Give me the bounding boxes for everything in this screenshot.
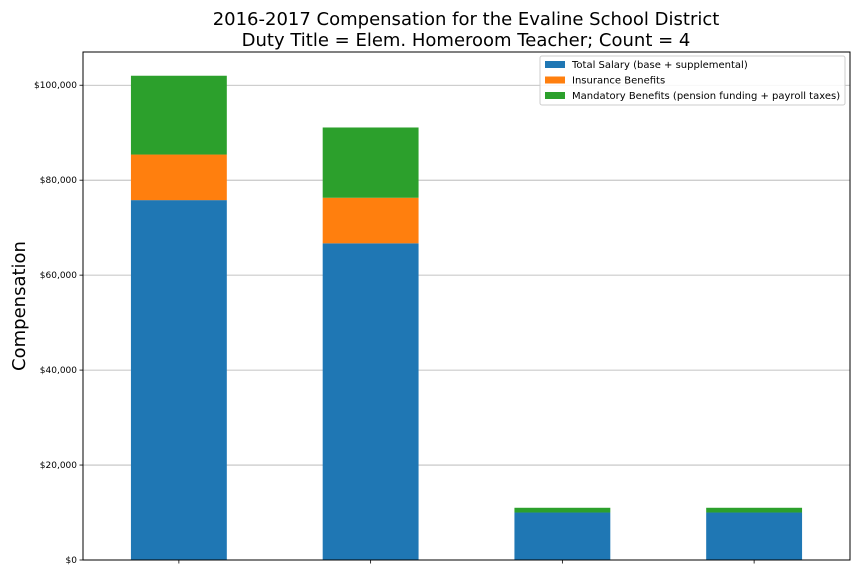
y-axis-label: Compensation <box>9 241 30 371</box>
y-tick-label: $40,000 <box>40 366 77 376</box>
legend-swatch-3 <box>545 92 565 99</box>
bar-segment-series-3-category-2 <box>322 127 419 198</box>
ticks-layer: $0 $20,000 $40,000 $60,000 $80,000 $100,000 <box>34 81 755 566</box>
bar-segment-series-3-category-1 <box>130 75 227 155</box>
plot-frame <box>82 51 851 561</box>
bar-segment-series-3-category-3 <box>514 507 611 513</box>
bar-segment-series-1-category-3 <box>514 512 611 560</box>
bar-segment-series-2-category-2 <box>322 197 419 244</box>
bars-layer <box>130 75 803 560</box>
legend-label-3: Mandatory Benefits (pension funding + pa… <box>572 91 840 102</box>
bar-segment-series-1-category-4 <box>706 512 803 560</box>
y-tick-label: $60,000 <box>40 271 77 281</box>
legend-swatch-1 <box>545 61 565 68</box>
bar-segment-series-1-category-1 <box>130 200 227 560</box>
bar-segment-series-2-category-1 <box>130 154 227 201</box>
y-tick-label: $20,000 <box>40 461 77 471</box>
legend-frame <box>539 55 846 106</box>
y-tick-label: $0 <box>66 556 78 566</box>
legend-swatch-2 <box>545 76 565 84</box>
bar-segment-series-3-category-4 <box>706 507 803 513</box>
legend-label-2: Insurance Benefits <box>572 76 665 87</box>
y-tick-label: $100,000 <box>34 81 77 91</box>
bar-segment-series-1-category-2 <box>322 243 419 560</box>
chart-subtitle: Duty Title = Elem. Homeroom Teacher; Cou… <box>242 30 691 51</box>
y-tick-label: $80,000 <box>40 176 77 186</box>
legend-label-1: Total Salary (base + supplemental) <box>571 60 748 71</box>
chart-title: 2016-2017 Compensation for the Evaline S… <box>213 9 720 30</box>
legend: Total Salary (base + supplemental) Insura… <box>539 55 846 106</box>
